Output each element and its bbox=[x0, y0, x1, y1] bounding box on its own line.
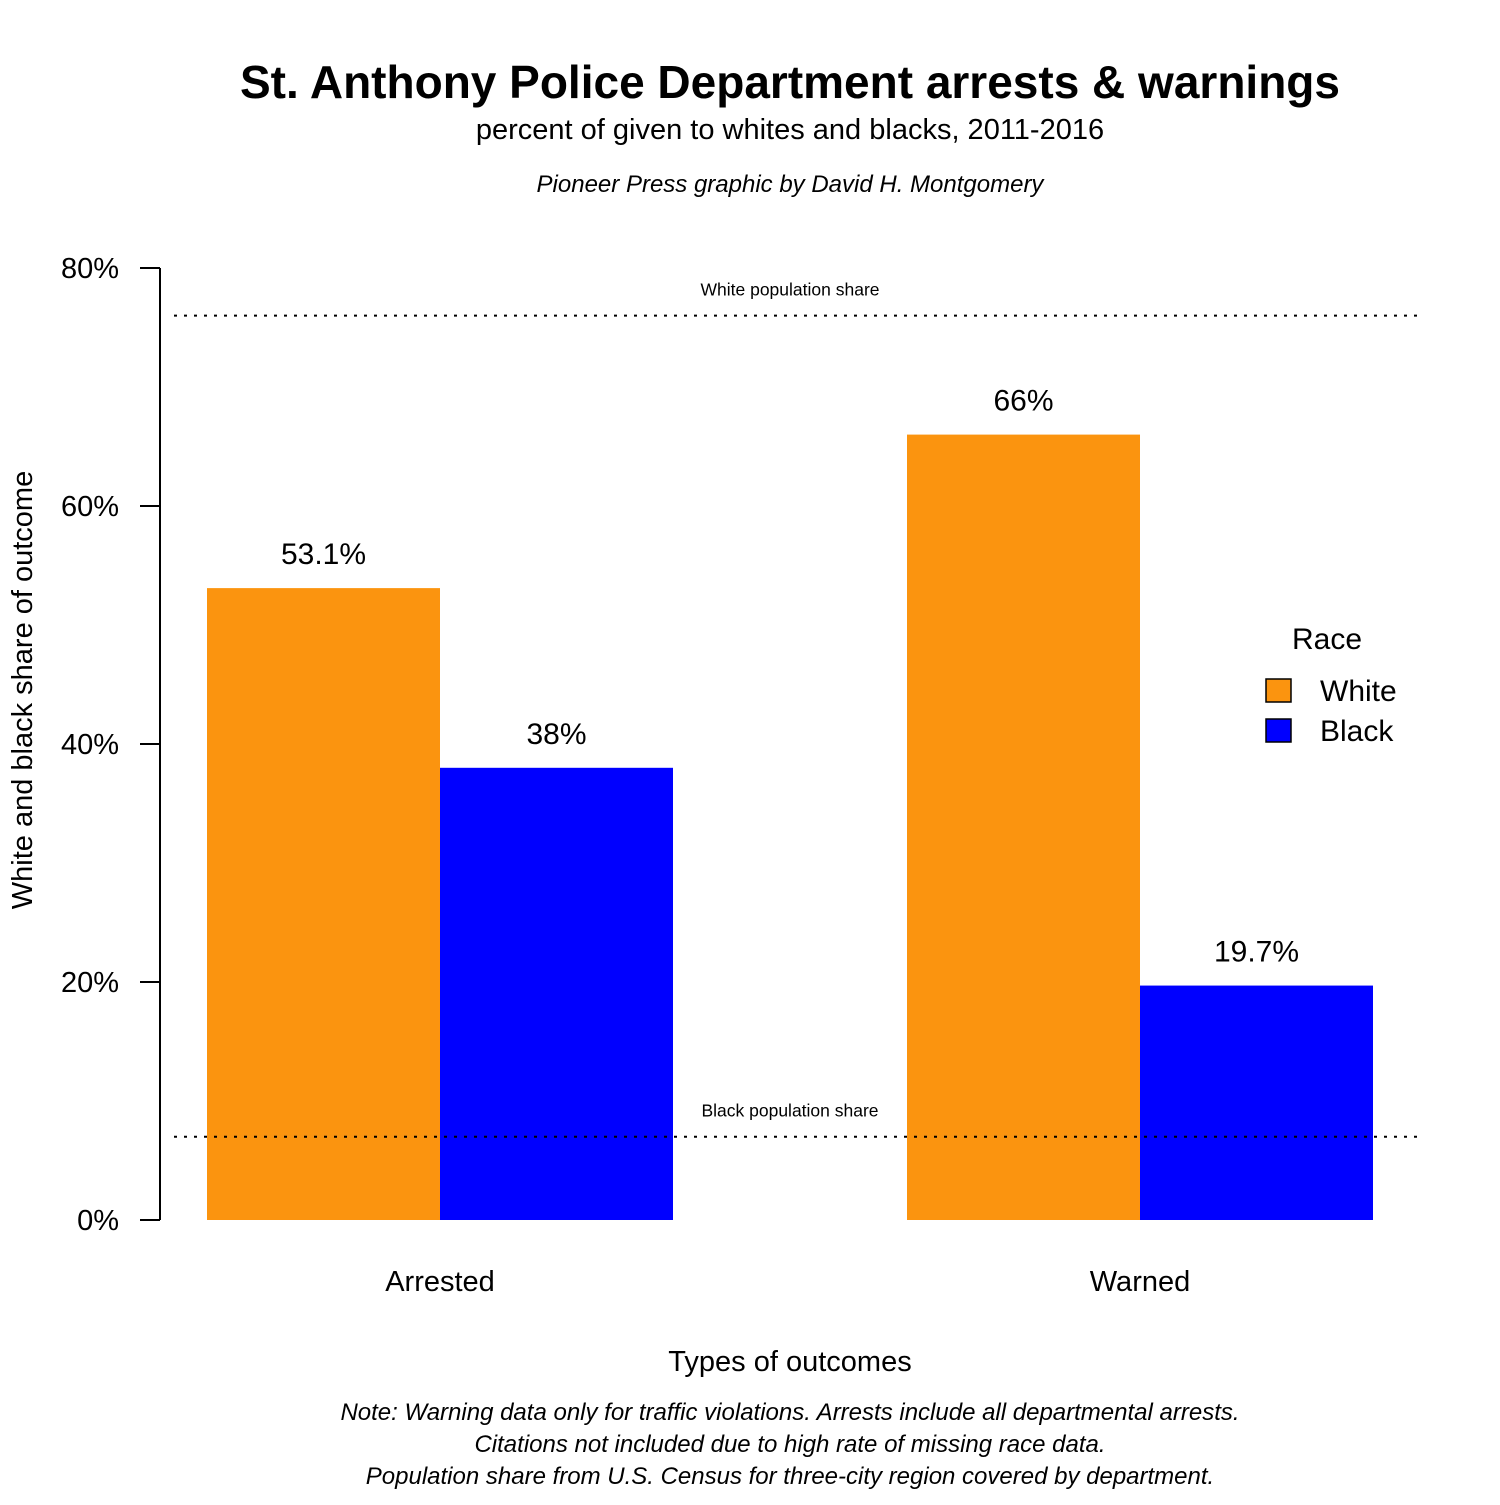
legend-swatch-black bbox=[1265, 718, 1292, 743]
chart-subtitle: percent of given to whites and blacks, 2… bbox=[476, 114, 1104, 146]
bar-arrested-white bbox=[207, 588, 440, 1220]
x-tick-label-arrested: Arrested bbox=[385, 1266, 495, 1298]
y-tick-label-40: 40% bbox=[61, 729, 119, 761]
chart-credit: Pioneer Press graphic by David H. Montgo… bbox=[537, 171, 1046, 198]
y-tick-label-60: 60% bbox=[61, 491, 119, 523]
y-tick-label-20: 20% bbox=[61, 967, 119, 999]
bar-warned-white bbox=[907, 434, 1140, 1221]
reference-label-black: Black population share bbox=[701, 1101, 878, 1121]
data-label-arrested-white: 53.1% bbox=[281, 538, 366, 571]
legend: Race White Black bbox=[1265, 623, 1397, 748]
note-line-1: Note: Warning data only for traffic viol… bbox=[340, 1399, 1239, 1426]
legend-title: Race bbox=[1292, 623, 1362, 656]
y-tick-label-80: 80% bbox=[61, 253, 119, 285]
legend-label-black: Black bbox=[1320, 715, 1394, 748]
data-label-warned-black: 19.7% bbox=[1214, 936, 1299, 969]
reference-label-white: White population share bbox=[701, 280, 880, 300]
plot-area: 53.1% 38% Arrested 66% 19.7% Warned 0% 20% 40% 60… bbox=[61, 253, 1422, 1298]
data-label-warned-white: 66% bbox=[993, 385, 1053, 418]
y-axis-title: White and black share of outcome bbox=[7, 471, 39, 909]
chart-title: St. Anthony Police Department arrests & … bbox=[240, 56, 1340, 108]
legend-swatch-white bbox=[1265, 678, 1292, 703]
bar-warned-black bbox=[1140, 985, 1373, 1220]
legend-label-white: White bbox=[1320, 675, 1397, 708]
data-label-arrested-black: 38% bbox=[526, 718, 586, 751]
note-line-2: Citations not included due to high rate … bbox=[474, 1431, 1105, 1458]
bar-arrested-black bbox=[440, 767, 673, 1220]
x-axis-title: Types of outcomes bbox=[668, 1346, 911, 1378]
y-tick-label-0: 0% bbox=[77, 1205, 119, 1237]
note-line-3: Population share from U.S. Census for th… bbox=[366, 1463, 1214, 1490]
x-tick-label-warned: Warned bbox=[1090, 1266, 1190, 1298]
